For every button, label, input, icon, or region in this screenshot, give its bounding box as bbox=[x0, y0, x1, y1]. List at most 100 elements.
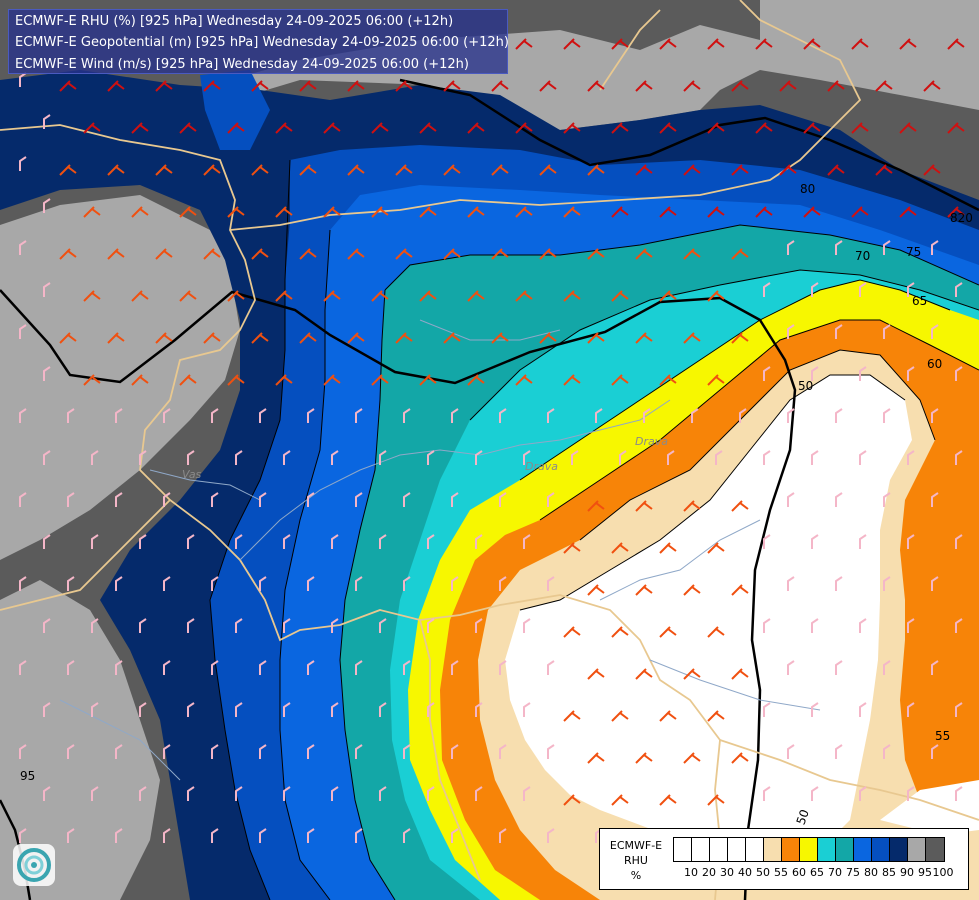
wind-barb-icon bbox=[91, 450, 99, 465]
wind-barb-icon bbox=[19, 240, 27, 255]
wind-barb-icon bbox=[851, 206, 869, 218]
wind-barb-icon bbox=[851, 122, 869, 134]
wind-barb-icon bbox=[115, 660, 123, 675]
wind-barb-icon bbox=[67, 744, 75, 759]
wind-barb-icon bbox=[539, 80, 557, 92]
wind-barb-icon bbox=[211, 492, 219, 507]
legend-tick: 40 bbox=[738, 866, 752, 879]
wind-barb-icon bbox=[131, 206, 149, 218]
wind-barb-icon bbox=[179, 206, 197, 218]
wind-barb-icon bbox=[635, 80, 653, 92]
wind-barb-icon bbox=[203, 248, 221, 260]
wind-barb-icon bbox=[187, 450, 195, 465]
wind-barb-icon bbox=[67, 408, 75, 423]
wind-barb-icon bbox=[467, 206, 485, 218]
wind-barb-icon bbox=[227, 290, 245, 302]
wind-barb-icon bbox=[275, 290, 293, 302]
wind-barb-icon bbox=[355, 492, 363, 507]
legend-swatch bbox=[674, 838, 692, 861]
wind-barb-icon bbox=[659, 206, 677, 218]
wind-barb-icon bbox=[227, 206, 245, 218]
wind-barb-icon bbox=[395, 248, 413, 260]
wind-barb-icon bbox=[395, 332, 413, 344]
wind-barb-icon bbox=[707, 122, 725, 134]
wind-barb-icon bbox=[547, 408, 555, 423]
wind-barb-icon bbox=[827, 164, 845, 176]
wind-barb-icon bbox=[139, 450, 147, 465]
wind-barb-icon bbox=[259, 492, 267, 507]
wind-barb-icon bbox=[955, 702, 963, 717]
wind-barb-icon bbox=[515, 38, 533, 50]
legend-swatch bbox=[692, 838, 710, 861]
wind-barb-icon bbox=[307, 576, 315, 591]
wind-barb-icon bbox=[451, 660, 459, 675]
rhu-band-90-95 bbox=[0, 0, 979, 180]
wind-barb-icon bbox=[251, 80, 269, 92]
contour-label-rhu-60: 60 bbox=[927, 357, 942, 371]
wind-barb-icon bbox=[19, 828, 27, 843]
rhu-band-55-60-east bbox=[908, 480, 979, 760]
wind-barb-icon bbox=[443, 332, 461, 344]
wind-barb-icon bbox=[907, 450, 915, 465]
wind-barb-icon bbox=[403, 576, 411, 591]
legend-swatch bbox=[872, 838, 890, 861]
wind-barb-icon bbox=[763, 366, 771, 381]
wind-barb-icon bbox=[323, 206, 341, 218]
wind-barb-icon bbox=[787, 492, 795, 507]
wind-barb-icon bbox=[227, 122, 245, 134]
wind-barb-icon bbox=[251, 248, 269, 260]
wind-barb-icon bbox=[539, 332, 557, 344]
wind-barb-icon bbox=[323, 122, 341, 134]
legend-variable: RHU bbox=[624, 854, 648, 867]
wind-barb-icon bbox=[595, 408, 603, 423]
wind-barb-icon bbox=[83, 206, 101, 218]
wind-barb-icon bbox=[659, 710, 677, 722]
wind-barb-icon bbox=[467, 374, 485, 386]
wind-barb-icon bbox=[811, 534, 819, 549]
contour-label-rhu-95: 95 bbox=[20, 769, 35, 783]
wind-barb-icon bbox=[211, 828, 219, 843]
legend-tick: 100 bbox=[932, 866, 954, 879]
wind-barb-icon bbox=[67, 828, 75, 843]
wind-barb-icon bbox=[659, 290, 677, 302]
wind-barb-icon bbox=[283, 618, 291, 633]
wind-barb-icon bbox=[683, 668, 701, 680]
wind-barb-icon bbox=[355, 408, 363, 423]
wind-barb-icon bbox=[883, 408, 891, 423]
wind-barb-icon bbox=[475, 618, 483, 633]
wind-barb-icon bbox=[475, 450, 483, 465]
wind-barb-icon bbox=[907, 366, 915, 381]
wind-barb-icon bbox=[635, 248, 653, 260]
wind-barb-icon bbox=[547, 660, 555, 675]
legend-swatch bbox=[908, 838, 926, 861]
wind-barb-field bbox=[19, 38, 965, 843]
wind-barb-icon bbox=[187, 534, 195, 549]
legend-tick: 60 bbox=[792, 866, 806, 879]
wind-barb-icon bbox=[731, 584, 749, 596]
wind-barb-icon bbox=[43, 198, 51, 213]
wind-barb-icon bbox=[155, 80, 173, 92]
contour-label-rhu-55: 55 bbox=[935, 729, 950, 743]
wind-barb-icon bbox=[355, 828, 363, 843]
rhu-legend: ECMWF-E RHU % 10 20 30 40 50 55 60 65 70 75 80 85 90… bbox=[599, 828, 969, 890]
wind-barb-icon bbox=[515, 206, 533, 218]
wind-barb-icon bbox=[763, 786, 771, 801]
wind-barb-icon bbox=[259, 408, 267, 423]
wind-barb-icon bbox=[667, 450, 675, 465]
wind-barb-icon bbox=[563, 710, 581, 722]
wind-barb-icon bbox=[19, 492, 27, 507]
wind-barb-icon bbox=[347, 332, 365, 344]
wind-barb-icon bbox=[331, 534, 339, 549]
wind-barb-icon bbox=[547, 744, 555, 759]
wind-barb-icon bbox=[563, 290, 581, 302]
wind-barb-icon bbox=[331, 618, 339, 633]
wind-barb-icon bbox=[491, 248, 509, 260]
wind-barb-icon bbox=[899, 38, 917, 50]
wind-barb-icon bbox=[283, 786, 291, 801]
wind-barb-icon bbox=[835, 660, 843, 675]
wind-barb-icon bbox=[467, 290, 485, 302]
wind-barb-icon bbox=[515, 122, 533, 134]
wind-barb-icon bbox=[587, 80, 605, 92]
